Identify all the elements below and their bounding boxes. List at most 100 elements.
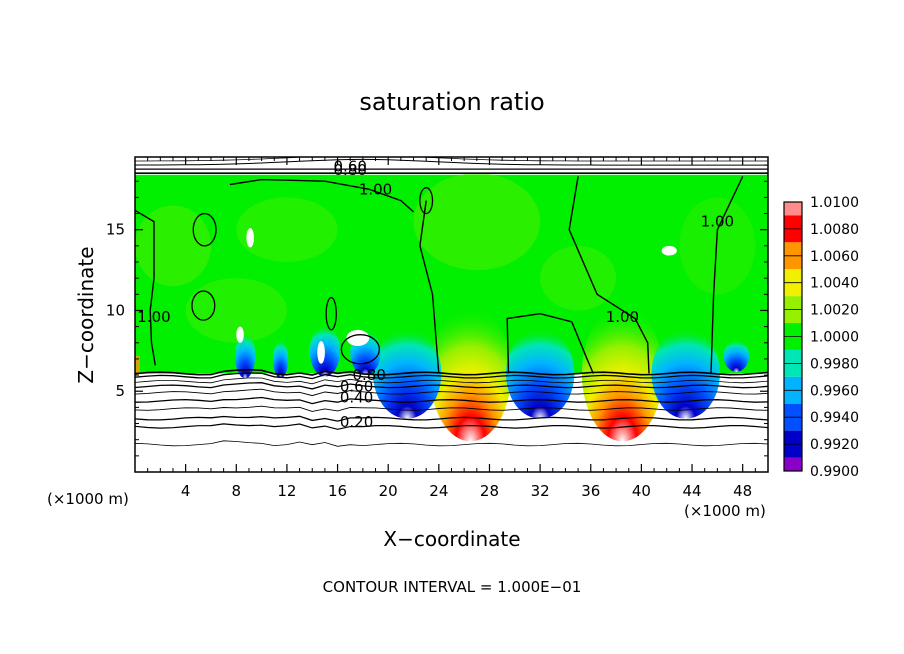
contour-lower: [135, 388, 768, 397]
colorbar-label: 1.0040: [810, 276, 859, 292]
x-tick-label: 28: [480, 482, 499, 500]
colorbar-label: 0.9980: [810, 356, 859, 372]
colorbar-swatch: [784, 296, 802, 310]
missing-spot: [661, 245, 677, 256]
x-tick-label: 36: [581, 482, 600, 500]
colorbar-label: 1.0080: [810, 222, 859, 238]
contour-loop: [191, 290, 216, 321]
y-tick-label: 5: [115, 382, 125, 400]
colorbar-swatch: [784, 417, 802, 431]
colorbar-swatch: [784, 282, 802, 297]
contour-label: 1.00: [359, 180, 392, 198]
chart-title: saturation ratio: [359, 88, 545, 116]
x-tick-label: 32: [531, 482, 550, 500]
colorbar-swatch: [784, 457, 802, 471]
colorbar-swatch: [784, 336, 802, 350]
colorbar-label: 1.0020: [810, 303, 859, 319]
contour-label: 0.60: [340, 377, 373, 395]
contour-upper: [135, 158, 768, 166]
contour-label: 0.80: [334, 161, 367, 179]
contour-lower: [135, 368, 768, 376]
colorbar: 0.9900 0.9920 0.9940 0.9960 0.9980 1.0000 1.00…: [783, 195, 859, 480]
colorbar-swatch: [784, 444, 802, 458]
contour-loop: [340, 334, 380, 365]
colorbar-swatch: [784, 376, 802, 391]
colorbar-swatch: [784, 202, 802, 216]
cold-blob: [309, 325, 341, 377]
contour-lower: [135, 396, 768, 405]
field-patch: [185, 278, 287, 343]
colorbar-label: 1.0100: [810, 195, 859, 211]
colorbar-swatch: [784, 242, 802, 256]
warm-cell: [429, 305, 512, 442]
x-tick-label: 48: [733, 482, 752, 500]
colorbar-swatch: [784, 363, 802, 377]
colorbar-swatch: [784, 430, 802, 445]
missing-spot: [346, 329, 370, 346]
colorbar-swatch: [784, 390, 802, 404]
cold-blob: [723, 339, 750, 372]
contour-lower: [135, 372, 768, 380]
contour-lower: [135, 377, 768, 385]
contour-loop: [419, 187, 434, 215]
colorbar-label: 1.0000: [810, 330, 859, 346]
colorbar-swatch: [784, 403, 802, 418]
field-patch: [413, 173, 541, 271]
missing-spot: [236, 326, 244, 343]
saturation-field: [135, 173, 768, 442]
cold-blob: [235, 333, 256, 379]
colorbar-swatch: [784, 349, 802, 364]
contour-1-00: [506, 312, 594, 374]
x-tick-label: 4: [181, 482, 191, 500]
y-tick-label: 15: [106, 221, 125, 239]
x-axis-title: X−coordinate: [383, 527, 521, 551]
contour-lower: [135, 415, 768, 422]
x-tick-label: 40: [632, 482, 651, 500]
y-axis-title: Z−coordinate: [74, 246, 98, 384]
colorbar-label: 0.9960: [810, 383, 859, 399]
contour-interval-note: CONTOUR INTERVAL = 1.000E−01: [322, 578, 582, 596]
contour-1-00: [568, 176, 650, 374]
contour-1-00: [419, 200, 440, 374]
warm-edge: [135, 355, 140, 374]
x-axis-unit-right: (×1000 m): [684, 502, 766, 520]
field-patch: [540, 245, 617, 311]
contour-label: 1.00: [606, 308, 639, 326]
contour-lower: [135, 405, 768, 412]
colorbar-swatch: [784, 255, 802, 270]
x-tick-label: 16: [328, 482, 347, 500]
x-tick-label: 24: [429, 482, 448, 500]
colorbar-swatch: [784, 228, 802, 243]
field-patch: [236, 197, 338, 262]
colorbar-label: 0.9900: [810, 464, 859, 480]
x-axis-unit-left: (×1000 m): [47, 490, 129, 508]
contour-label: 0.40: [340, 389, 373, 407]
colorbar-swatch: [784, 309, 802, 324]
colorbar-swatch: [784, 269, 802, 283]
cold-blob: [272, 339, 289, 379]
missing-spot: [246, 228, 255, 248]
y-tick-label: 10: [106, 301, 125, 319]
field-patch: [679, 197, 756, 295]
x-tick-label: 8: [232, 482, 242, 500]
contour-1-00: [710, 176, 744, 374]
contour-1-00: [135, 209, 156, 366]
contour-loop: [192, 212, 217, 247]
contour-label: 0.80: [353, 366, 386, 384]
colorbar-swatch: [784, 215, 802, 229]
x-tick-label: 20: [379, 482, 398, 500]
x-tick-label: 44: [682, 482, 701, 500]
contour-lower: [135, 440, 768, 447]
missing-spot: [317, 341, 325, 364]
x-tick-label: 12: [277, 482, 296, 500]
contour-lower: [135, 382, 768, 390]
contour-label: 0.20: [340, 413, 373, 431]
cold-cell: [651, 328, 720, 419]
contour-labels: 0.600.801.001.001.00 1.000.800.600.400.20: [137, 158, 734, 431]
contour-lower: [135, 423, 768, 430]
colorbar-label: 0.9920: [810, 437, 859, 453]
contour-label: 1.00: [701, 213, 734, 231]
colorbar-swatch: [784, 323, 802, 337]
